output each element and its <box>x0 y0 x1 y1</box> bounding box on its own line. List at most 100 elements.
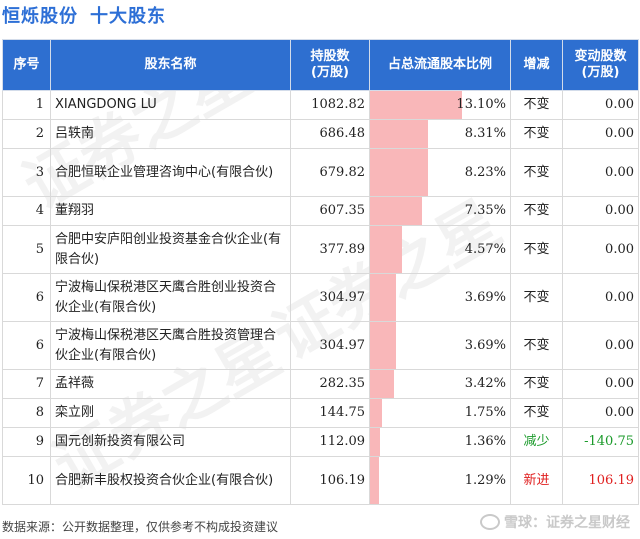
ratio-bar <box>370 274 396 321</box>
shareholder-name: 国元创新投资有限公司 <box>50 427 291 457</box>
ratio-bar <box>370 399 383 427</box>
delta-shares: 0.00 <box>562 196 639 226</box>
change-status: 不变 <box>510 369 563 399</box>
page-header: 恒烁股份 十大股东 <box>2 2 166 28</box>
row-index: 9 <box>2 427 51 457</box>
delta-shares: 0.00 <box>562 273 639 322</box>
shares-count: 1082.82 <box>290 90 370 120</box>
delta-shares: 0.00 <box>562 148 639 197</box>
shareholder-name: 合肥恒联企业管理咨询中心(有限合伙) <box>50 148 291 197</box>
shareholder-name: 孟祥薇 <box>50 369 291 399</box>
ratio-cell: 1.29% <box>369 456 511 505</box>
column-header-delta: 变动股数 (万股) <box>562 39 639 91</box>
ratio-value: 1.75% <box>464 405 506 420</box>
ratio-value: 1.29% <box>464 472 506 488</box>
table-row: 2 吕轶南 686.48 8.31% 不变 0.00 <box>2 119 639 149</box>
ratio-cell: 4.57% <box>369 225 511 274</box>
shares-count: 304.97 <box>290 273 370 322</box>
page-title: 十大股东 <box>90 6 166 27</box>
shareholder-name: 董翔羽 <box>50 196 291 226</box>
company-name: 恒烁股份 <box>2 6 78 27</box>
row-index: 7 <box>2 369 51 399</box>
shares-count: 686.48 <box>290 119 370 149</box>
table-row: 6 宁波梅山保税港区天鹰合胜创业投资合伙企业(有限合伙) 304.97 3.69% 不变… <box>2 273 639 322</box>
change-status: 不变 <box>510 273 563 322</box>
table-row: 5 合肥中安庐阳创业投资基金合伙企业(有限合伙) 377.89 4.57% 不变 0.00 <box>2 225 639 274</box>
column-header-index: 序号 <box>2 39 51 91</box>
table-row: 3 合肥恒联企业管理咨询中心(有限合伙) 679.82 8.23% 不变 0.00 <box>2 148 639 197</box>
ratio-value: 3.42% <box>464 376 506 391</box>
change-status: 不变 <box>510 148 563 197</box>
data-source-note: 数据来源：公开数据整理，仅供参考不构成投资建议 <box>2 520 279 534</box>
shareholder-name: 宁波梅山保税港区天鹰合胜投资管理合伙企业(有限合伙) <box>50 321 291 370</box>
delta-shares: 106.19 <box>562 456 639 505</box>
row-index: 10 <box>2 456 51 505</box>
ratio-value: 8.23% <box>464 164 506 180</box>
table-row: 7 孟祥薇 282.35 3.42% 不变 0.00 <box>2 369 639 399</box>
change-status: 不变 <box>510 90 563 120</box>
brand-text: 雪球：证券之星财经 <box>504 515 630 531</box>
shareholder-name: 吕轶南 <box>50 119 291 149</box>
shares-count: 106.19 <box>290 456 370 505</box>
column-header-change: 增减 <box>510 39 563 91</box>
ratio-cell: 13.10% <box>369 90 511 120</box>
row-index: 4 <box>2 196 51 226</box>
shares-count: 282.35 <box>290 369 370 399</box>
shareholder-name: XIANGDONG LU <box>50 90 291 120</box>
change-status: 减少 <box>510 427 563 457</box>
table-row: 1 XIANGDONG LU 1082.82 13.10% 不变 0.00 <box>2 90 639 120</box>
ratio-value: 7.35% <box>464 203 506 218</box>
ratio-cell: 1.75% <box>369 398 511 428</box>
delta-shares: -140.75 <box>562 427 639 457</box>
table-row: 6 宁波梅山保税港区天鹰合胜投资管理合伙企业(有限合伙) 304.97 3.69% 不变… <box>2 321 639 370</box>
shares-count: 679.82 <box>290 148 370 197</box>
column-header-shares: 持股数 (万股) <box>290 39 370 91</box>
table-row: 4 董翔羽 607.35 7.35% 不变 0.00 <box>2 196 639 226</box>
delta-shares: 0.00 <box>562 119 639 149</box>
ratio-cell: 3.42% <box>369 369 511 399</box>
delta-shares: 0.00 <box>562 90 639 120</box>
delta-shares: 0.00 <box>562 369 639 399</box>
shares-count: 304.97 <box>290 321 370 370</box>
ratio-bar <box>370 428 380 456</box>
ratio-value: 13.10% <box>456 97 506 112</box>
shares-count: 144.75 <box>290 398 370 428</box>
delta-shares: 0.00 <box>562 398 639 428</box>
row-index: 6 <box>2 321 51 370</box>
column-header-name: 股东名称 <box>50 39 291 91</box>
row-index: 5 <box>2 225 51 274</box>
table-row: 9 国元创新投资有限公司 112.09 1.36% 减少 -140.75 <box>2 427 639 457</box>
ratio-value: 3.69% <box>464 289 506 305</box>
row-index: 3 <box>2 148 51 197</box>
row-index: 6 <box>2 273 51 322</box>
delta-shares: 0.00 <box>562 321 639 370</box>
ratio-bar <box>370 91 462 119</box>
ratio-bar <box>370 226 403 273</box>
shares-count: 112.09 <box>290 427 370 457</box>
row-index: 1 <box>2 90 51 120</box>
change-status: 不变 <box>510 398 563 428</box>
ratio-bar <box>370 149 428 196</box>
row-index: 8 <box>2 398 51 428</box>
ratio-bar <box>370 457 380 504</box>
shareholder-name: 合肥新丰股权投资合伙企业(有限合伙) <box>50 456 291 505</box>
table-row: 10 合肥新丰股权投资合伙企业(有限合伙) 106.19 1.29% 新进 106.19 <box>2 456 639 505</box>
delta-shares: 0.00 <box>562 225 639 274</box>
ratio-cell: 8.23% <box>369 148 511 197</box>
ratio-bar <box>370 197 422 225</box>
column-header-ratio: 占总流通股本比例 <box>369 39 511 91</box>
snowball-logo-icon <box>480 514 500 530</box>
ratio-value: 8.31% <box>464 126 506 141</box>
ratio-value: 4.57% <box>464 241 506 257</box>
ratio-cell: 3.69% <box>369 273 511 322</box>
change-status: 不变 <box>510 196 563 226</box>
table-header-row: 序号 股东名称 持股数 (万股) 占总流通股本比例 增减 变动股数 (万股) <box>2 39 639 91</box>
ratio-bar <box>370 120 429 148</box>
shareholder-name: 宁波梅山保税港区天鹰合胜创业投资合伙企业(有限合伙) <box>50 273 291 322</box>
shareholders-table: 序号 股东名称 持股数 (万股) 占总流通股本比例 增减 变动股数 (万股) 1… <box>2 39 639 505</box>
row-index: 2 <box>2 119 51 149</box>
change-status: 不变 <box>510 119 563 149</box>
ratio-cell: 1.36% <box>369 427 511 457</box>
shares-count: 377.89 <box>290 225 370 274</box>
shareholder-name: 合肥中安庐阳创业投资基金合伙企业(有限合伙) <box>50 225 291 274</box>
